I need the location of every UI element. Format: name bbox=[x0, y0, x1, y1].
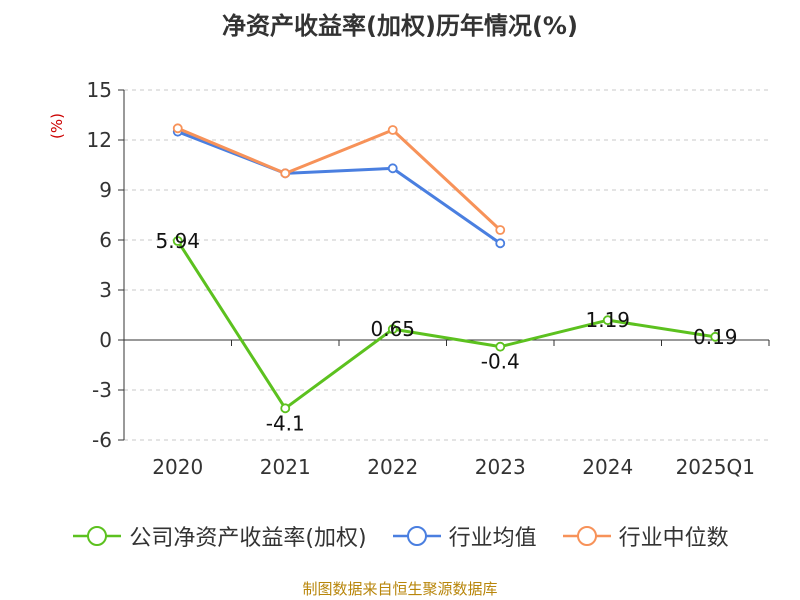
x-tick-label: 2020 bbox=[152, 455, 203, 479]
data-point bbox=[387, 125, 398, 135]
chart-title: 净资产收益率(加权)历年情况(%) bbox=[222, 12, 578, 40]
axes: 15 12 9 6 3 0 -3 -6 2020 2021 2022 2023 2024 2025Q1 bbox=[87, 78, 770, 479]
y-tick-label: 0 bbox=[99, 328, 112, 352]
data-label: 1.19 bbox=[585, 308, 630, 332]
series-lines bbox=[172, 123, 721, 414]
data-point bbox=[280, 403, 291, 414]
y-tick-label: 3 bbox=[99, 278, 112, 302]
series-line bbox=[177, 130, 502, 245]
data-point bbox=[495, 225, 506, 235]
legend-item[interactable]: 行业中位数 bbox=[561, 520, 729, 552]
y-tick-label: 12 bbox=[87, 128, 112, 152]
y-tick-label: -3 bbox=[92, 378, 112, 402]
x-tick-label: 2023 bbox=[475, 455, 526, 479]
series-line bbox=[177, 126, 502, 232]
y-tick-label: 9 bbox=[99, 178, 112, 202]
data-label: 0.19 bbox=[693, 325, 738, 349]
x-tick-label: 2022 bbox=[367, 455, 418, 479]
data-point bbox=[495, 341, 506, 352]
y-axis-label: (%) bbox=[48, 113, 66, 139]
legend-marker-icon bbox=[562, 526, 611, 546]
legend-marker-icon bbox=[392, 526, 441, 546]
y-tick-label: 15 bbox=[87, 78, 112, 102]
series-line bbox=[176, 240, 716, 410]
grid-lines bbox=[124, 89, 769, 441]
data-point bbox=[280, 168, 291, 179]
y-tick-label: -6 bbox=[92, 428, 112, 452]
x-tick-label: 2021 bbox=[260, 455, 311, 479]
data-label: -4.1 bbox=[266, 411, 305, 435]
data-point bbox=[495, 238, 506, 249]
y-tick-label: 6 bbox=[99, 228, 112, 252]
data-label: 5.94 bbox=[155, 229, 200, 253]
legend-item[interactable]: 公司净资产收益率(加权) bbox=[71, 520, 367, 552]
x-tick-label: 2024 bbox=[582, 455, 633, 479]
data-point bbox=[387, 324, 398, 335]
data-point bbox=[172, 236, 183, 246]
legend-label: 行业均值 bbox=[448, 526, 537, 551]
data-point bbox=[710, 331, 721, 342]
data-point bbox=[602, 315, 613, 326]
legend-item[interactable]: 行业均值 bbox=[391, 520, 537, 552]
data-point bbox=[172, 123, 183, 134]
legend-label: 行业中位数 bbox=[618, 526, 729, 551]
legend-marker-icon bbox=[73, 526, 122, 546]
legend-label: 公司净资产收益率(加权) bbox=[129, 526, 367, 551]
x-tick-label: 2025Q1 bbox=[676, 455, 755, 479]
data-point bbox=[387, 163, 398, 174]
source-note: 制图数据来自恒生聚源数据库 bbox=[302, 580, 498, 598]
data-label: -0.4 bbox=[481, 350, 520, 374]
legend: 公司净资产收益率(加权) 行业均值 行业中位数 bbox=[0, 520, 800, 552]
data-label: 0.65 bbox=[370, 317, 415, 341]
data-labels: 5.94 -4.1 0.65 -0.4 1.19 0.19 bbox=[155, 229, 737, 435]
